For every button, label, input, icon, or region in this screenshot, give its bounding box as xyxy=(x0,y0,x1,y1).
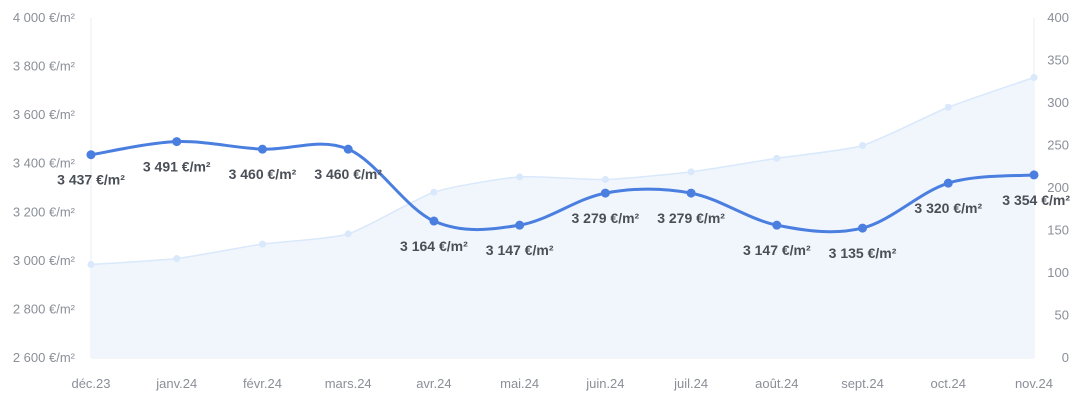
volume-area-line xyxy=(90,76,1035,266)
price-data-label: 3 320 €/m² xyxy=(914,200,982,216)
x-tick-label: avr.24 xyxy=(416,376,451,391)
price-point xyxy=(600,188,610,198)
volume-point xyxy=(687,168,695,176)
x-tick-label: sept.24 xyxy=(841,376,884,391)
y-right-tick-label: 400 xyxy=(1047,10,1069,25)
x-tick-label: févr.24 xyxy=(243,376,282,391)
price-line xyxy=(90,140,1035,234)
y-right-tick-label: 100 xyxy=(1047,265,1069,280)
volume-point xyxy=(87,261,95,268)
price-data-label: 3 460 €/m² xyxy=(229,166,297,182)
y-left-tick-label: 3 800 €/m² xyxy=(13,59,76,74)
y-right-tick-label: 150 xyxy=(1047,223,1069,238)
price-line-layer xyxy=(86,137,1039,234)
x-tick-label: janv.24 xyxy=(155,376,197,391)
volume-point xyxy=(516,173,524,181)
x-tick-label: nov.24 xyxy=(1015,376,1053,391)
price-point xyxy=(858,223,868,233)
price-point xyxy=(943,178,953,188)
y-left-tick-label: 3 600 €/m² xyxy=(13,107,76,122)
price-point xyxy=(772,220,782,230)
y-left-tick-label: 3 400 €/m² xyxy=(13,156,76,171)
y-right-tick-label: 50 xyxy=(1055,308,1069,323)
chart-axes: 2 600 €/m² 2 800 €/m² 3 000 €/m² 3 200 €/m²… xyxy=(13,10,1069,391)
volume-point xyxy=(430,188,438,196)
price-point xyxy=(429,216,439,226)
price-data-label: 3 279 €/m² xyxy=(657,210,725,226)
y-left-tick-label: 3 000 €/m² xyxy=(13,253,76,268)
price-data-label: 3 354 €/m² xyxy=(1002,192,1070,208)
x-tick-label: déc.23 xyxy=(71,376,110,391)
price-data-label: 3 164 €/m² xyxy=(400,238,468,254)
volume-point xyxy=(1030,74,1038,81)
y-left-tick-label: 4 000 €/m² xyxy=(13,10,76,25)
volume-point xyxy=(344,230,352,238)
y-right-tick-label: 350 xyxy=(1047,53,1069,68)
x-tick-label: mars.24 xyxy=(325,376,372,391)
volume-area-fill xyxy=(91,77,1034,358)
price-point xyxy=(686,188,696,198)
y-left-tick-label: 2 800 €/m² xyxy=(13,301,76,316)
price-point xyxy=(343,144,353,154)
price-point xyxy=(1029,170,1039,180)
volume-point xyxy=(601,176,609,183)
x-tick-label: juil.24 xyxy=(673,376,708,391)
y-right-tick-label: 0 xyxy=(1062,350,1069,365)
price-point xyxy=(172,137,182,147)
x-tick-label: oct.24 xyxy=(931,376,966,391)
volume-point xyxy=(258,240,266,248)
price-data-label: 3 147 €/m² xyxy=(486,242,554,258)
price-data-label: 3 491 €/m² xyxy=(143,159,211,175)
volume-point xyxy=(773,154,781,162)
price-data-label: 3 460 €/m² xyxy=(314,166,382,182)
y-left-tick-label: 3 200 €/m² xyxy=(13,204,76,219)
x-tick-label: mai.24 xyxy=(500,376,539,391)
volume-point xyxy=(859,142,867,149)
x-tick-label: août.24 xyxy=(755,376,798,391)
price-data-label: 3 135 €/m² xyxy=(829,245,897,261)
price-point xyxy=(515,220,525,230)
volume-area-layer xyxy=(87,74,1038,358)
price-labels-layer: 3 437 €/m² 3 491 €/m² 3 460 €/m² 3 460 €/m²… xyxy=(57,159,1070,261)
y-right-tick-label: 300 xyxy=(1047,95,1069,110)
x-tick-label: juin.24 xyxy=(585,376,624,391)
price-point xyxy=(257,144,267,154)
y-right-tick-label: 200 xyxy=(1047,180,1069,195)
volume-point xyxy=(944,103,952,111)
volume-point xyxy=(173,255,181,263)
y-left-tick-label: 2 600 €/m² xyxy=(13,350,76,365)
price-data-label: 3 279 €/m² xyxy=(572,210,640,226)
price-point xyxy=(86,150,96,160)
y-right-tick-label: 250 xyxy=(1047,138,1069,153)
price-data-label: 3 437 €/m² xyxy=(57,172,125,188)
price-data-label: 3 147 €/m² xyxy=(743,242,811,258)
